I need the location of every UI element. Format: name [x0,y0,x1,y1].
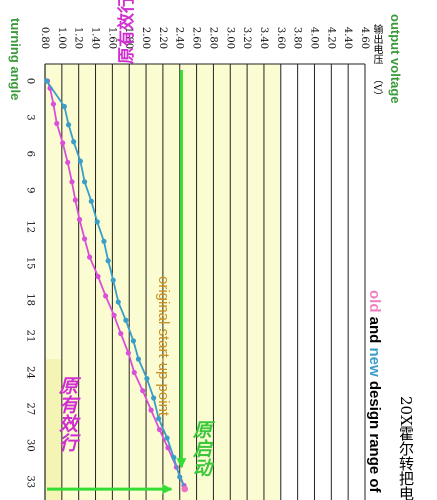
voltage-tick-label: 1.60 [106,27,117,49]
legend-new-label: new [366,347,383,377]
angle-tick-label: 15 [25,257,36,270]
data-point-old [156,426,163,433]
data-point-old [50,101,57,107]
data-point-new [44,78,50,84]
angle-tick-label: 30 [25,439,36,452]
voltage-tick-label: 4.60 [359,27,370,49]
angle-tick-label: 24 [25,366,36,379]
range-annotation-chinese: 原有效行 [56,376,78,452]
data-point-new [61,103,67,110]
voltage-tick-label: 1.20 [73,27,84,49]
data-point-old [87,254,93,260]
data-point-new [105,258,111,264]
angle-tick-label: 0 [25,78,36,84]
chart-title: 20X霍尔转把电 [397,396,415,500]
angle-tick-label: 12 [25,220,36,233]
data-point-old [140,388,146,394]
data-point-new [101,238,107,244]
angle-tick-label: 18 [25,293,36,306]
data-point-old [69,179,75,185]
voltage-tick-label: 4.40 [342,27,353,49]
data-point-old [125,350,131,356]
data-point-new [94,219,100,225]
data-point-new [110,277,116,283]
y-axis-title-chinese: 输出电压 [371,24,382,64]
data-point-new [115,299,121,305]
series-line-new [45,80,186,489]
data-point-old [131,369,137,376]
voltage-tick-label: 2.00 [140,27,151,49]
angle-tick-label: 21 [25,330,36,343]
voltage-tick-label: 2.80 [207,27,218,49]
data-point-old [60,140,66,146]
voltage-tick-label: 4.00 [308,27,319,49]
data-point-old [65,159,71,165]
series-legend: old and new design range of [366,290,383,493]
data-point-new [164,435,170,441]
legend-old-label: old [366,290,383,313]
data-point-new [177,474,183,480]
angle-tick-label: 6 [25,151,36,157]
voltage-tick-label: 1.40 [90,27,101,49]
angle-tick-label: 3 [25,114,36,120]
voltage-tick-label: 1.80 [123,27,134,49]
angle-tick-label: 9 [25,187,36,193]
data-point-old [111,312,117,318]
data-point-old [103,293,109,299]
legend-and-label: and [366,316,383,344]
original-range-annotation: 原有效行程（电压） [112,0,137,64]
x-axis-title: turning angle [8,18,23,101]
start-point-annotation-chinese: 原启动 [190,420,212,477]
data-point-new [156,416,162,422]
voltage-tick-label: 3.00 [224,27,235,49]
start-point-marker [181,485,188,493]
angle-tick-label: 33 [25,475,36,488]
legend-rest-label: design range of [366,380,383,493]
data-point-new [135,356,142,362]
data-point-old [72,197,78,203]
y-axis-title-english: output voltage [388,14,403,104]
data-point-new [123,317,129,323]
data-point-old [118,331,124,337]
data-point-old [76,216,83,223]
data-point-old [148,407,154,413]
data-point-new [88,198,94,204]
voltage-tick-label: 2.60 [191,27,202,49]
voltage-tick-label: 2.40 [174,27,185,49]
angle-tick-label: 27 [25,403,36,416]
data-point-new [130,338,137,344]
data-point-old [81,236,88,242]
voltage-tick-label: 3.60 [275,27,286,49]
data-point-new [171,454,177,461]
voltage-tick-label: 4.20 [325,27,336,49]
voltage-tick-label: 3.20 [241,27,252,49]
y-axis-unit: （V） [371,74,382,102]
data-point-new [81,179,88,185]
voltage-tick-label: 2.20 [157,27,168,49]
data-point-new [65,122,72,128]
data-point-old [95,273,101,280]
highlight-band-lower [45,359,62,500]
data-point-new [71,139,77,145]
data-point-old [54,120,60,127]
data-point-new [144,375,150,382]
voltage-tick-label: 3.80 [292,27,303,49]
data-point-new [77,158,83,164]
voltage-tick-label: 1.00 [56,27,67,49]
voltage-tick-label: 0.80 [39,27,50,49]
data-point-new [151,395,157,401]
start-point-annotation-english: original start-up point [155,276,172,417]
voltage-tick-label: 3.40 [258,27,269,49]
